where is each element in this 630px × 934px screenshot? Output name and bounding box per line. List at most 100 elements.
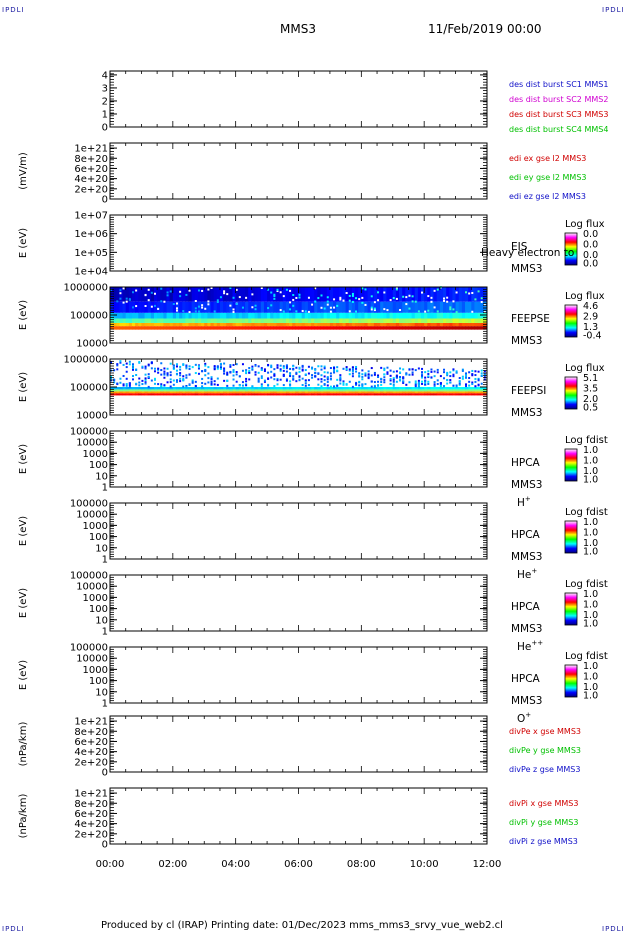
spectrogram-cell — [443, 389, 447, 392]
spectrogram-cell — [279, 393, 284, 396]
spectrogram-cell — [169, 389, 174, 392]
spectrogram-cell — [424, 389, 428, 392]
spectrogram-cell — [317, 301, 321, 313]
spectrogram-cell — [235, 318, 240, 323]
spectrogram-cell — [150, 326, 155, 330]
spectrogram-speckle — [317, 378, 320, 381]
legend-entry: divPe x gse MMS3 — [509, 727, 581, 736]
spectrogram-cell — [295, 312, 299, 319]
spectrogram-speckle — [119, 297, 122, 300]
spectrogram-speckle — [229, 370, 232, 373]
spectrogram-cell — [248, 391, 252, 394]
spectrogram-cell — [254, 318, 259, 323]
spectrogram-cell — [443, 312, 447, 319]
spectrogram-cell — [204, 287, 208, 302]
spectrogram-speckle — [131, 364, 134, 367]
spectrogram-speckle — [427, 295, 430, 298]
spectrogram-cell — [131, 393, 136, 396]
spectrogram-cell — [141, 387, 146, 390]
spectrogram-cell — [295, 301, 299, 313]
spectrogram-speckle — [364, 303, 367, 306]
spectrogram-cell — [282, 326, 287, 330]
spectrogram-cell — [175, 322, 180, 327]
spectrogram-cell — [392, 391, 397, 394]
spectrogram-cell — [263, 391, 268, 394]
spectrogram-speckle — [185, 367, 188, 370]
spectrogram-cell — [339, 301, 343, 313]
spectrogram-speckle — [160, 362, 163, 365]
spectrogram-cell — [461, 322, 466, 327]
spectrogram-cell — [329, 387, 334, 390]
legend-entry: divPi y gse MMS3 — [509, 818, 578, 827]
spectrogram-speckle — [348, 299, 351, 302]
spectrogram-cell — [270, 322, 274, 327]
spectrogram-speckle — [166, 294, 169, 297]
spectrogram-speckle — [436, 310, 439, 313]
spectrogram-speckle — [245, 380, 248, 383]
spectrogram-cell — [399, 318, 403, 323]
spectrogram-speckle — [373, 384, 376, 387]
spectrogram-speckle — [210, 381, 213, 384]
spectrogram-speckle — [449, 308, 452, 311]
spectrogram-cell — [367, 312, 372, 319]
spectrogram-cell — [194, 322, 199, 327]
spectrogram-cell — [345, 301, 350, 313]
spectrogram-cell — [345, 312, 350, 319]
spectrogram-cell — [235, 301, 240, 313]
spectrogram-cell — [402, 326, 406, 330]
spectrogram-cell — [421, 326, 425, 330]
spectrogram-speckle — [210, 376, 213, 379]
spectrogram-cell — [182, 326, 186, 330]
spectrogram-cell — [144, 393, 149, 396]
spectrogram-speckle — [188, 365, 191, 368]
spectrogram-cell — [138, 312, 142, 319]
spectrogram-speckle — [216, 299, 219, 302]
spectrogram-speckle — [175, 302, 178, 305]
spectrogram-cell — [446, 393, 450, 396]
spectrogram-cell — [301, 391, 306, 394]
spectrogram-speckle — [351, 366, 354, 369]
spectrogram-cell — [144, 318, 149, 323]
spectrogram-cell — [373, 393, 378, 396]
spectrogram-cell — [241, 393, 246, 396]
spectrogram-speckle — [160, 383, 163, 386]
spectrogram-cell — [395, 318, 400, 323]
spectrogram-cell — [135, 387, 139, 390]
spectrogram-cell — [251, 391, 256, 394]
spectrogram-cell — [405, 391, 409, 394]
spectrogram-speckle — [443, 368, 446, 371]
spectrogram-cell — [307, 318, 312, 323]
colorbar-tick-label: 1.0 — [583, 690, 598, 701]
spectrogram-speckle — [144, 377, 147, 380]
spectrogram-speckle — [251, 293, 254, 296]
spectrogram-speckle — [345, 368, 348, 371]
spectrogram-speckle — [131, 375, 134, 378]
spectrogram-cell — [213, 393, 218, 396]
spectrogram-cell — [477, 318, 482, 323]
spectrogram-cell — [141, 393, 146, 396]
spectrogram-speckle — [301, 369, 304, 372]
spectrogram-speckle — [392, 383, 395, 386]
spectrogram-speckle — [361, 287, 364, 290]
spectrogram-speckle — [304, 373, 307, 376]
spectrogram-cell — [443, 322, 447, 327]
spectrogram-speckle — [254, 364, 257, 367]
spectrogram-cell — [285, 393, 290, 396]
spectrogram-speckle — [449, 371, 452, 374]
spectrogram-cell — [289, 312, 293, 319]
spectrogram-speckle — [138, 384, 141, 387]
spectrogram-speckle — [166, 373, 169, 376]
spectrogram-cell — [116, 287, 120, 302]
spectrogram-cell — [421, 389, 425, 392]
spectrogram-cell — [113, 393, 117, 396]
spectrogram-cell — [185, 312, 190, 319]
spectrogram-speckle — [153, 382, 156, 385]
spectrogram-cell — [135, 318, 139, 323]
spectrogram-cell — [172, 391, 177, 394]
spectrogram-cell — [248, 301, 252, 313]
spectrogram-speckle — [351, 368, 354, 371]
spectrogram-cell — [361, 389, 365, 392]
spectrogram-cell — [245, 287, 249, 302]
spectrogram-speckle — [443, 385, 446, 388]
spectrogram-cell — [131, 312, 136, 319]
